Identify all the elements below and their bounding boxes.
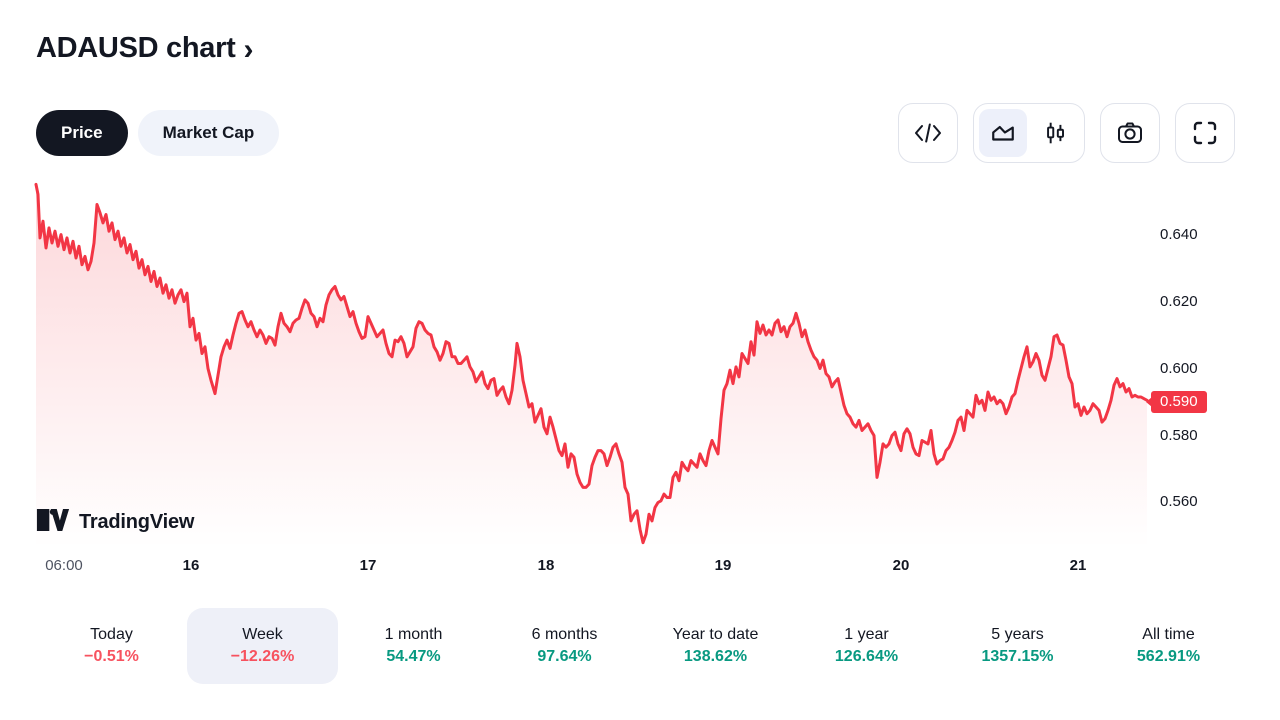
price-toggle-button[interactable]: Price [36, 110, 128, 156]
stat-label: 6 months [531, 626, 598, 643]
stat-value: −0.51% [84, 648, 139, 665]
snapshot-button[interactable] [1100, 103, 1160, 163]
stat-value: 562.91% [1136, 648, 1201, 665]
current-price-badge: 0.590 [1146, 391, 1207, 413]
area-style-button[interactable] [979, 109, 1027, 157]
stat-item-6-months[interactable]: 6 months 97.64% [489, 608, 640, 684]
chart-toolbar [898, 103, 1235, 163]
stat-item-year-to-date[interactable]: Year to date 138.62% [640, 608, 791, 684]
stat-label: Today [90, 626, 133, 643]
stat-label: 1 month [384, 626, 443, 643]
x-axis-label: 21 [1069, 557, 1087, 574]
camera-icon [1116, 120, 1144, 146]
stat-item-today[interactable]: Today −0.51% [36, 608, 187, 684]
chart-plot-area[interactable] [36, 178, 1147, 545]
x-axis-label: 19 [714, 557, 732, 574]
x-axis-label: 20 [892, 557, 910, 574]
stat-value: 54.47% [386, 648, 441, 665]
chart-mode-toggle: Price Market Cap [36, 110, 280, 156]
x-axis-label: 18 [537, 557, 555, 574]
stat-value: 97.64% [537, 648, 592, 665]
stat-label: Year to date [672, 626, 759, 643]
stat-label: 1 year [844, 626, 889, 643]
chevron-right-icon[interactable]: › [243, 32, 254, 66]
stat-value: 138.62% [683, 648, 748, 665]
stat-value: −12.26% [230, 648, 295, 665]
y-axis-label: 0.580 [1160, 427, 1198, 444]
x-axis-label: 06:00 [45, 557, 83, 574]
candlestick-icon [1042, 120, 1068, 146]
fullscreen-button[interactable] [1175, 103, 1235, 163]
x-axis-label: 17 [359, 557, 377, 574]
stat-item-week[interactable]: Week −12.26% [187, 608, 338, 684]
stat-item-5-years[interactable]: 5 years 1357.15% [942, 608, 1093, 684]
stat-item-1-year[interactable]: 1 year 126.64% [791, 608, 942, 684]
x-axis-label: 16 [182, 557, 200, 574]
y-axis-label: 0.560 [1160, 493, 1198, 510]
stat-value: 1357.15% [981, 648, 1054, 665]
stat-label: 5 years [991, 626, 1044, 643]
code-icon [914, 122, 942, 144]
stat-item-all-time[interactable]: All time 562.91% [1093, 608, 1244, 684]
fullscreen-icon [1192, 120, 1218, 146]
header: ADAUSD chart › [36, 32, 253, 65]
stat-label: All time [1142, 626, 1195, 643]
stats-row: Today −0.51% Week −12.26% 1 month 54.47% 6 mon… [36, 608, 1244, 684]
tradingview-logo-text: TradingView [79, 511, 195, 533]
market-cap-toggle-button[interactable]: Market Cap [137, 110, 280, 156]
y-axis-label: 0.640 [1160, 226, 1198, 243]
stat-item-1-month[interactable]: 1 month 54.47% [338, 608, 489, 684]
stat-label: Week [242, 626, 283, 643]
candles-style-button[interactable] [1031, 109, 1079, 157]
stat-value: 126.64% [834, 648, 899, 665]
tradingview-attribution[interactable]: TradingView [36, 507, 194, 538]
page-title: ADAUSD chart [36, 32, 236, 64]
chart-style-group [973, 103, 1085, 163]
area-chart-icon [990, 120, 1016, 146]
tradingview-logo-icon [36, 507, 70, 538]
y-axis-label: 0.620 [1160, 293, 1198, 310]
embed-code-button[interactable] [898, 103, 958, 163]
y-axis-label: 0.600 [1160, 360, 1198, 377]
